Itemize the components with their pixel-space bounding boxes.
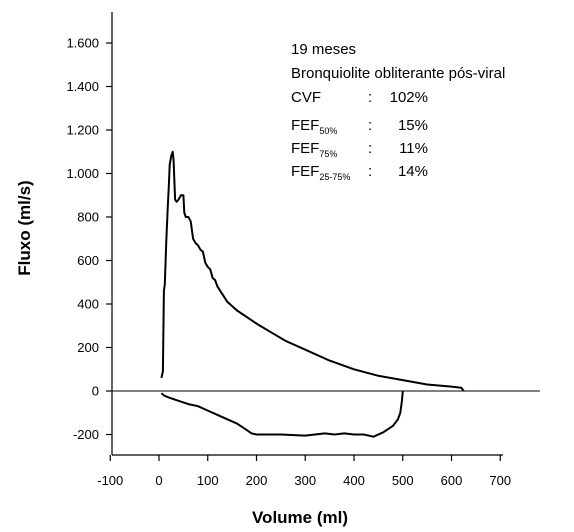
y-ticks: 1.600 1.400 1.200 1.000 800 600 400 200 0 -200 [66,36,112,442]
annotation-label-text: FEF [291,140,319,157]
y-tick-label: 200 [77,340,99,355]
y-tick-label: 0 [92,384,99,399]
annotation-separator: : [368,89,372,106]
annotation-label-text: CVF [291,89,321,106]
inspiratory-curve [160,390,404,438]
x-ticks: -100 0 100 200 300 400 500 600 700 [97,455,511,488]
annotation-label-text: FEF [291,117,319,134]
x-tick-label: 500 [392,473,414,488]
annotation-separator: : [368,140,372,157]
annotation-row-label: FEF50% [291,117,337,136]
annotation-value: 11% [399,140,428,157]
y-axis-label: Fluxo (ml/s) [15,180,34,275]
annotation-value: 102% [390,89,428,106]
x-tick-label: 100 [197,473,219,488]
x-tick-label: 300 [294,473,316,488]
annotation-age: 19 meses [291,41,356,58]
y-tick-label: -200 [73,427,99,442]
curves [160,150,465,438]
y-tick-label: 1.200 [66,123,99,138]
x-tick-label: 0 [155,473,162,488]
y-tick-label: 800 [77,210,99,225]
annotation-separator: : [368,117,372,134]
x-tick-label: 700 [489,473,511,488]
y-tick-label: 1.600 [66,36,99,51]
y-tick-label: 1.400 [66,79,99,94]
annotation-row-label: CVF [291,89,321,106]
annotation-separator: : [368,163,372,180]
y-tick-label: 400 [77,297,99,312]
axes [111,12,540,456]
annotation-diagnosis: Bronquiolite obliterante pós-viral [291,65,505,82]
expiratory-curve [160,150,465,392]
annotation-label-subscript: 75% [319,149,337,159]
annotation-label-subscript: 50% [319,126,337,136]
x-axis-label: Volume (ml) [252,508,348,527]
y-tick-label: 1.000 [66,166,99,181]
annotation-row-label: FEF25-75% [291,163,350,182]
annotation-box: 19 meses Bronquiolite obliterante pós-vi… [291,41,505,182]
y-tick-label: 600 [77,253,99,268]
annotation-value: 14% [398,163,428,180]
annotation-value: 15% [398,117,428,134]
annotation-rows: CVF:102%FEF50%:15%FEF75%:11%FEF25-75%:14… [291,89,428,182]
annotation-label-text: FEF [291,163,319,180]
x-tick-label: -100 [97,473,123,488]
annotation-row-label: FEF75% [291,140,337,159]
x-tick-label: 600 [441,473,463,488]
annotation-label-subscript: 25-75% [319,172,350,182]
x-tick-label: 200 [246,473,268,488]
x-tick-label: 400 [343,473,365,488]
